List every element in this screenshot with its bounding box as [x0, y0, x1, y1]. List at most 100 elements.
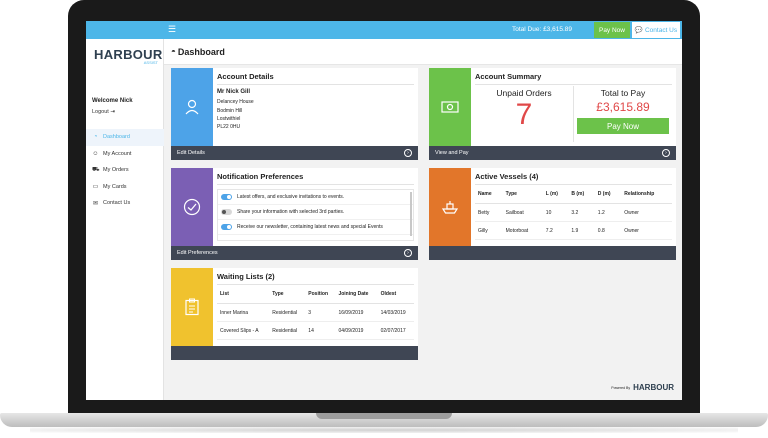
- logo-word: HARBOUR: [94, 47, 163, 62]
- prefs-scrollbar[interactable]: [410, 192, 412, 236]
- address-line: Delancey House: [217, 99, 254, 106]
- notification-preferences-card: Notification Preferences Latest offers, …: [171, 168, 418, 260]
- table-row[interactable]: Gilly Motorboat 7.2 1.9 0.8 Owner: [475, 221, 672, 240]
- address-line: Lostwithiel: [217, 115, 241, 122]
- active-vessels-card: Active Vessels (4) Name Type L (m) B (m)…: [429, 168, 676, 260]
- vessels-body: Active Vessels (4) Name Type L (m) B (m)…: [475, 168, 672, 246]
- powered-by: Powered By HARBOUR: [611, 383, 674, 392]
- cell: Motorboat: [502, 221, 543, 240]
- edit-preferences-bar[interactable]: Edit Preferences ›: [171, 246, 418, 260]
- account-name: Mr Nick Gill: [217, 89, 251, 95]
- col-joining-date: Joining Date: [335, 285, 378, 304]
- cell: Residential: [269, 303, 306, 322]
- vessels-side: [429, 168, 471, 246]
- waiting-table: List Type Position Joining Date Oldest I…: [217, 285, 414, 340]
- account-side: [171, 68, 213, 146]
- sidebar-item-label: My Account: [103, 150, 132, 157]
- col-relationship: Relationship: [621, 185, 672, 204]
- logout-link[interactable]: Logout ⇥: [92, 109, 115, 115]
- pref-item: Latest offers, and exclusive invitations…: [218, 190, 413, 205]
- harbour-logo[interactable]: HARBOUR ASSIST: [94, 47, 163, 65]
- total-label: Total to Pay: [600, 88, 646, 98]
- edit-details-label: Edit Details: [177, 150, 205, 156]
- total-due: Total Due: £3,615.89: [512, 26, 572, 33]
- account-address: Mr Nick Gill Delancey House Bodmin Hill …: [217, 88, 414, 131]
- powered-by-logo: HARBOUR: [633, 383, 674, 392]
- sidebar-item-my-cards[interactable]: ▭ My Cards: [86, 179, 164, 196]
- cell: Inner Marina: [217, 303, 270, 322]
- divider: [573, 86, 574, 142]
- col-position: Position: [305, 285, 336, 304]
- table-row[interactable]: Betty Sailboat 10 3.2 1.2 Owner: [475, 203, 672, 222]
- pref-label: Share your information with selected 3rd…: [237, 209, 345, 215]
- edit-preferences-label: Edit Preferences: [177, 250, 218, 256]
- pref-toggle[interactable]: [221, 194, 232, 200]
- user-icon: ☺: [92, 150, 99, 157]
- pay-now-button[interactable]: Pay Now: [594, 22, 630, 38]
- clipboard-icon: [185, 298, 199, 316]
- laptop-notch: [316, 413, 452, 419]
- col-length: L (m): [542, 185, 569, 204]
- cell: Owner: [621, 221, 672, 240]
- table-row[interactable]: Inner Marina Residential 3 16/09/2019 14…: [217, 303, 414, 322]
- prefs-side: [171, 168, 213, 246]
- vessels-title: Active Vessels (4): [475, 168, 672, 185]
- pref-item: Share your information with selected 3rd…: [218, 205, 413, 220]
- waiting-body: Waiting Lists (2) List Type Position Joi…: [217, 268, 414, 346]
- col-list: List: [217, 285, 270, 304]
- sidebar-item-my-orders[interactable]: ⛟ My Orders: [86, 162, 164, 179]
- card-icon: ▭: [92, 184, 99, 191]
- prefs-title: Notification Preferences: [217, 168, 414, 185]
- vessels-footer-bar: [429, 246, 676, 260]
- sidebar-item-contact-us[interactable]: ✉ Contact Us: [86, 195, 164, 212]
- view-and-pay-label: View and Pay: [435, 150, 469, 156]
- ship-icon: [441, 201, 459, 214]
- pref-item: Receive our newsletter, containing lates…: [218, 220, 413, 235]
- col-oldest: Oldest: [377, 285, 414, 304]
- dashboard-icon: ◓: [171, 47, 176, 56]
- chat-icon: ✉: [92, 200, 99, 207]
- cell: 0.8: [594, 221, 622, 240]
- pref-label: Latest offers, and exclusive invitations…: [237, 194, 345, 200]
- page-header: ◓ Dashboard: [164, 39, 682, 65]
- summary-pay-now-button[interactable]: Pay Now: [577, 118, 669, 134]
- sidebar: HARBOUR ASSIST Welcome Nick Logout ⇥ ◔ D…: [86, 39, 164, 400]
- dashboard-icon: ◔: [93, 134, 98, 141]
- pref-toggle[interactable]: [221, 224, 232, 230]
- menu-icon[interactable]: ☰: [168, 24, 177, 34]
- prefs-body: Notification Preferences Latest offers, …: [217, 168, 414, 246]
- summary-title: Account Summary: [475, 68, 672, 85]
- cell: 7.2: [542, 221, 569, 240]
- view-and-pay-bar[interactable]: View and Pay ›: [429, 146, 676, 160]
- topbar: ☰ Total Due: £3,615.89 Pay Now 💬 Contact…: [86, 21, 682, 39]
- sidebar-item-my-account[interactable]: ☺ My Account: [86, 146, 164, 163]
- cell: 04/09/2019: [335, 321, 378, 340]
- sidebar-item-dashboard[interactable]: ◔ Dashboard: [86, 129, 164, 146]
- sidebar-item-label: My Cards: [103, 183, 127, 190]
- contact-us-button[interactable]: 💬 Contact Us: [632, 22, 680, 38]
- account-summary-card: Account Summary Unpaid Orders 7 Total to…: [429, 68, 676, 160]
- cell: Sailboat: [502, 203, 543, 222]
- sidebar-item-label: My Orders: [103, 167, 129, 174]
- cell: 02/07/2017: [377, 321, 414, 340]
- cell: 3.2: [568, 203, 595, 222]
- summary-body: Account Summary Unpaid Orders 7 Total to…: [475, 68, 672, 146]
- edit-details-bar[interactable]: Edit Details ›: [171, 146, 418, 160]
- cell: 14: [305, 321, 336, 340]
- summary-side: [429, 68, 471, 146]
- laptop-base: [0, 413, 768, 427]
- account-body: Account Details Mr Nick Gill Delancey Ho…: [217, 68, 414, 146]
- account-details-card: Account Details Mr Nick Gill Delancey Ho…: [171, 68, 418, 160]
- pref-toggle[interactable]: [221, 209, 232, 215]
- logo-sub: ASSIST: [143, 60, 158, 65]
- table-row[interactable]: Covered Slips - A Residential 14 04/09/2…: [217, 321, 414, 340]
- cell: Covered Slips - A: [217, 321, 270, 340]
- pref-label: Receive our newsletter, containing lates…: [237, 224, 383, 230]
- check-circle-icon: [183, 198, 201, 216]
- app-screen: ☰ Total Due: £3,615.89 Pay Now 💬 Contact…: [86, 21, 682, 400]
- logout-icon: ⇥: [110, 109, 115, 115]
- address-line: PL22 0HU: [217, 124, 241, 131]
- address-line: Bodmin Hill: [217, 107, 243, 114]
- welcome-text: Welcome Nick: [92, 98, 133, 104]
- sidebar-nav: ◔ Dashboard ☺ My Account ⛟ My Orders ▭ M…: [86, 129, 164, 212]
